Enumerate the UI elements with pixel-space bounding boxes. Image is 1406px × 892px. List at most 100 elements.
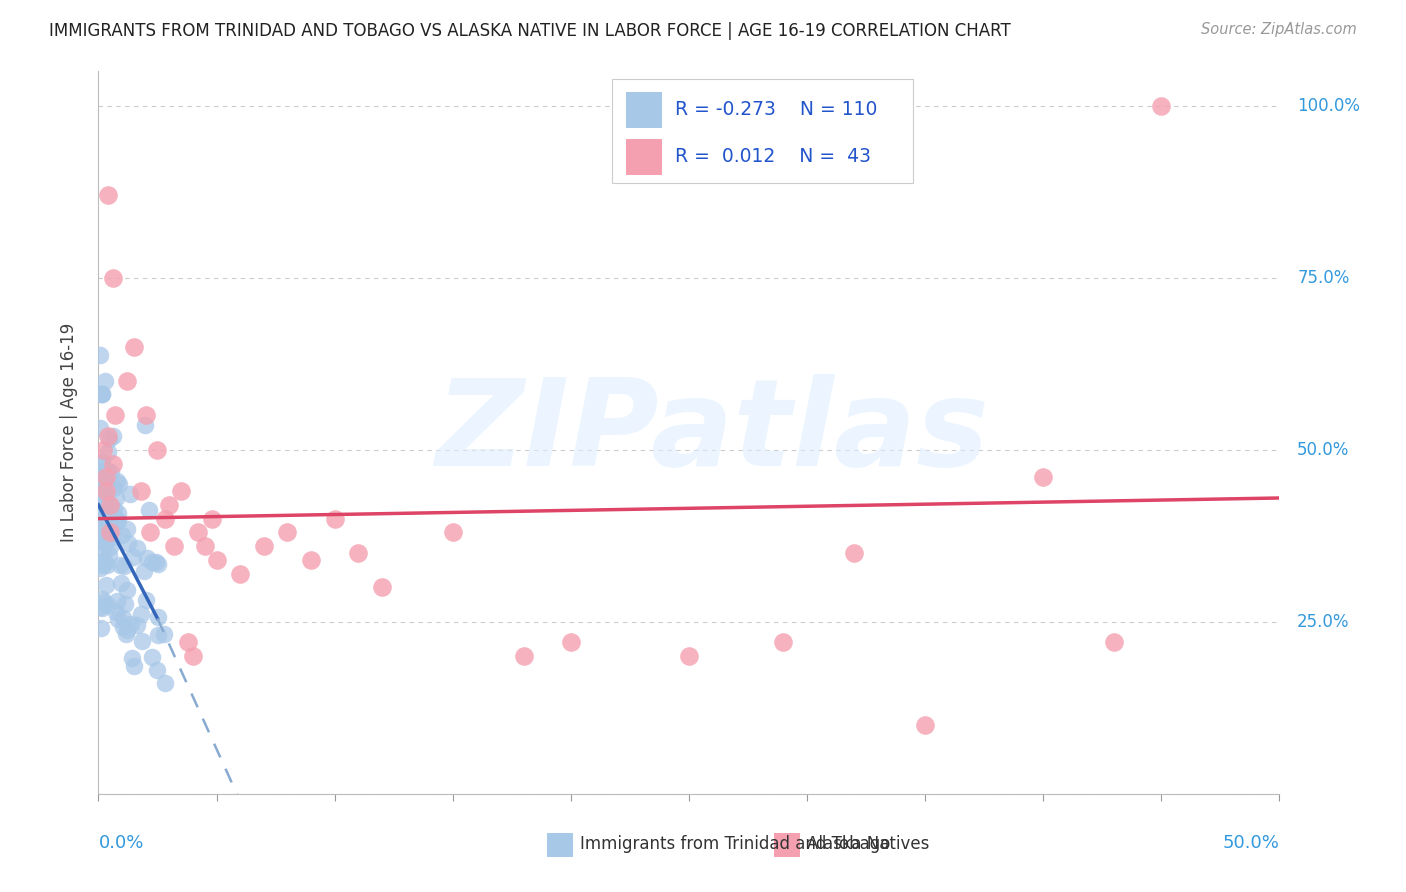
FancyBboxPatch shape	[773, 833, 800, 857]
FancyBboxPatch shape	[612, 78, 914, 184]
Point	[112, 559, 135, 574]
Point	[91, 457, 114, 471]
Point	[91, 600, 114, 615]
Point	[153, 626, 176, 640]
Point	[153, 511, 176, 525]
Point	[89, 464, 111, 478]
FancyBboxPatch shape	[626, 138, 662, 175]
Point	[91, 387, 114, 401]
Point	[163, 539, 186, 553]
Point	[104, 409, 127, 423]
Point	[90, 387, 112, 401]
Point	[101, 428, 124, 442]
Point	[229, 566, 252, 581]
Point	[96, 524, 118, 539]
Point	[89, 561, 111, 575]
Text: R =  0.012    N =  43: R = 0.012 N = 43	[675, 147, 870, 166]
Text: 25.0%: 25.0%	[1298, 613, 1350, 631]
Point	[90, 387, 112, 401]
Point	[157, 498, 180, 512]
Point	[1102, 635, 1125, 649]
Point	[145, 663, 167, 677]
Point	[107, 506, 129, 520]
Point	[89, 347, 111, 361]
Point	[96, 465, 118, 479]
Point	[103, 481, 125, 495]
Point	[107, 612, 129, 626]
Point	[135, 592, 157, 607]
Point	[98, 540, 121, 554]
Point	[148, 628, 170, 642]
Point	[94, 512, 117, 526]
Point	[91, 442, 114, 457]
Point	[1150, 99, 1173, 113]
Point	[105, 593, 128, 607]
Point	[94, 484, 117, 499]
Point	[772, 635, 794, 649]
Point	[299, 553, 322, 567]
Point	[120, 487, 142, 501]
Point	[101, 457, 124, 471]
Text: Alaska Natives: Alaska Natives	[807, 836, 929, 854]
Point	[96, 481, 118, 495]
Point	[181, 649, 204, 664]
Point	[97, 465, 120, 479]
Point	[114, 597, 136, 611]
Point	[101, 530, 124, 544]
Point	[103, 501, 125, 516]
Point	[145, 555, 167, 569]
Text: R = -0.273    N = 110: R = -0.273 N = 110	[675, 100, 877, 120]
Point	[120, 617, 142, 632]
Text: Source: ZipAtlas.com: Source: ZipAtlas.com	[1201, 22, 1357, 37]
Point	[187, 525, 209, 540]
Point	[914, 718, 936, 732]
Point	[104, 511, 127, 525]
Point	[89, 494, 111, 508]
Point	[94, 537, 117, 551]
Point	[205, 553, 228, 567]
Point	[97, 599, 120, 613]
Point	[121, 651, 143, 665]
Point	[89, 524, 111, 539]
Point	[323, 511, 346, 525]
Point	[141, 555, 163, 569]
Point	[94, 555, 117, 569]
Point	[93, 492, 115, 507]
Point	[844, 546, 866, 560]
Point	[512, 649, 534, 664]
Point	[115, 374, 138, 388]
Point	[560, 635, 582, 649]
Point	[93, 529, 115, 543]
Text: 50.0%: 50.0%	[1298, 441, 1350, 458]
Point	[135, 550, 157, 565]
Point	[170, 484, 193, 499]
Point	[98, 432, 121, 446]
Point	[96, 464, 118, 478]
Point	[94, 507, 117, 521]
Point	[108, 558, 131, 573]
Point	[131, 607, 153, 621]
Point	[115, 624, 138, 638]
Point	[177, 635, 200, 649]
Point	[1032, 470, 1054, 484]
Point	[115, 522, 138, 536]
Point	[94, 375, 117, 389]
Point	[100, 465, 122, 479]
Point	[107, 474, 129, 488]
Point	[89, 621, 111, 635]
Point	[122, 658, 145, 673]
Point	[125, 541, 148, 556]
Text: 50.0%: 50.0%	[1223, 834, 1279, 852]
Point	[89, 502, 111, 516]
Point	[117, 536, 139, 550]
Text: 75.0%: 75.0%	[1298, 268, 1350, 287]
Point	[97, 549, 120, 563]
Point	[201, 511, 224, 525]
Point	[114, 626, 136, 640]
Point	[89, 472, 111, 486]
Text: 100.0%: 100.0%	[1298, 96, 1360, 115]
Text: IMMIGRANTS FROM TRINIDAD AND TOBAGO VS ALASKA NATIVE IN LABOR FORCE | AGE 16-19 : IMMIGRANTS FROM TRINIDAD AND TOBAGO VS A…	[49, 22, 1011, 40]
Point	[89, 533, 111, 548]
Point	[138, 503, 160, 517]
Point	[97, 445, 120, 459]
